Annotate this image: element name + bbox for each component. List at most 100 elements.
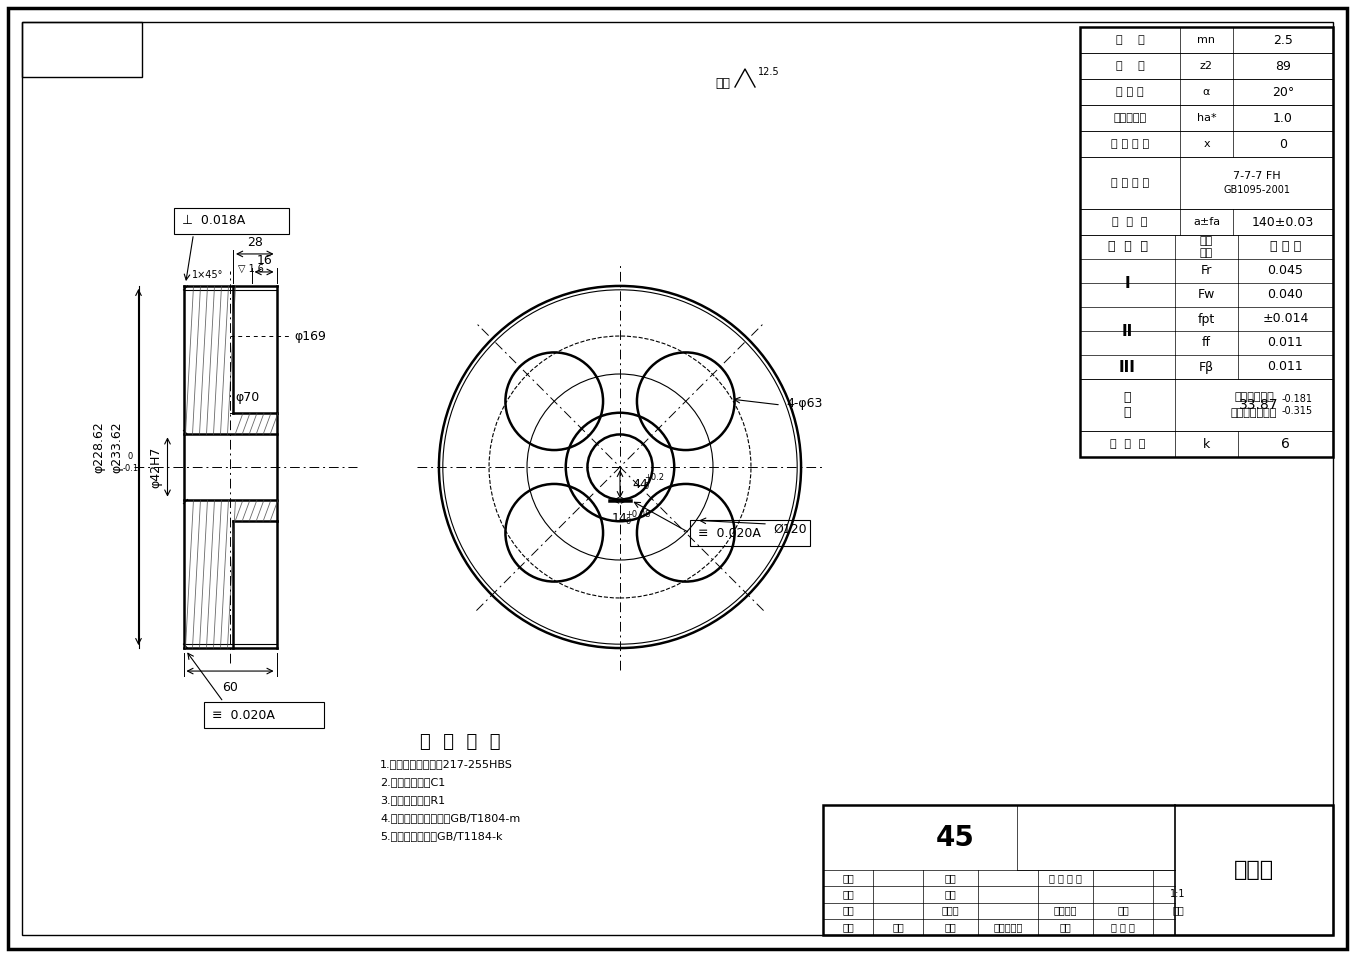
- Text: 工艺: 工艺: [841, 873, 854, 883]
- Text: Fw: Fw: [1198, 288, 1215, 301]
- Text: 齿
厚: 齿 厚: [1123, 391, 1131, 419]
- Text: 2.未注明倒角为C1: 2.未注明倒角为C1: [379, 777, 446, 787]
- Text: a±fa: a±fa: [1192, 217, 1220, 227]
- Bar: [690, 520, 810, 546]
- Text: 共 张 第 张: 共 张 第 张: [1049, 873, 1081, 883]
- Text: 齿顶高系数: 齿顶高系数: [1114, 113, 1146, 123]
- Text: 14: 14: [612, 512, 627, 525]
- Text: 6: 6: [1280, 437, 1290, 451]
- Text: 法线平均长度: 法线平均长度: [1234, 392, 1274, 402]
- Bar: [822, 805, 1333, 935]
- Text: 设计: 设计: [841, 905, 854, 916]
- Text: 0.011: 0.011: [1268, 337, 1304, 349]
- Text: 重量: 重量: [1117, 905, 1129, 916]
- Bar: [173, 208, 289, 234]
- Text: φ233.62: φ233.62: [110, 421, 123, 473]
- Text: Fr: Fr: [1201, 264, 1213, 278]
- Text: I: I: [1125, 276, 1130, 291]
- Text: 技  术  要  求: 技 术 要 求: [420, 733, 500, 751]
- Text: 变 位 系 数: 变 位 系 数: [1111, 139, 1149, 149]
- Text: 20°: 20°: [1272, 85, 1294, 99]
- Text: 1×45°: 1×45°: [191, 270, 222, 280]
- Text: 1:1: 1:1: [1171, 889, 1186, 900]
- Text: 其余: 其余: [715, 77, 730, 90]
- Text: 1.0: 1.0: [1274, 112, 1293, 124]
- Text: ±0.014: ±0.014: [1263, 313, 1309, 325]
- Text: ▽ 1.6: ▽ 1.6: [238, 264, 264, 274]
- Text: 60: 60: [222, 681, 238, 694]
- Bar: [22, 22, 142, 77]
- Text: ⊥  0.018A: ⊥ 0.018A: [182, 214, 245, 228]
- Text: 公 差 値: 公 差 値: [1270, 240, 1301, 254]
- Bar: [1080, 27, 1333, 457]
- Text: 3.未注明圆角为R1: 3.未注明圆角为R1: [379, 795, 446, 805]
- Text: k: k: [1203, 437, 1210, 451]
- Text: 标准化: 标准化: [942, 905, 959, 916]
- Text: 公  差  组: 公 差 组: [1107, 240, 1148, 254]
- Text: 学号: 学号: [944, 889, 957, 900]
- Text: ≡  0.020A: ≡ 0.020A: [698, 526, 762, 540]
- Text: 0: 0: [644, 482, 649, 491]
- Bar: [610, 500, 631, 501]
- Text: 16: 16: [256, 254, 272, 267]
- Text: φ169: φ169: [294, 329, 327, 343]
- Text: 1.渗碳处理，硬度为217-255HBS: 1.渗碳处理，硬度为217-255HBS: [379, 759, 514, 769]
- Text: 阶段标记: 阶段标记: [1054, 905, 1077, 916]
- Text: 检测
项目: 检测 项目: [1201, 236, 1213, 257]
- Text: 0: 0: [1279, 138, 1287, 150]
- Text: α: α: [1203, 87, 1210, 97]
- Text: 7-7-7 FH: 7-7-7 FH: [1233, 171, 1280, 181]
- Text: 签名: 签名: [1060, 922, 1072, 932]
- Text: II: II: [1122, 323, 1133, 339]
- Text: 28: 28: [247, 236, 263, 249]
- Text: GB1095-2001: GB1095-2001: [1224, 185, 1290, 195]
- Text: 处数: 处数: [892, 922, 904, 932]
- Text: φ228.62: φ228.62: [92, 421, 104, 473]
- Text: 大齿轮: 大齿轮: [1234, 860, 1274, 880]
- Text: 33.87: 33.87: [1240, 398, 1279, 412]
- Text: ha*: ha*: [1196, 113, 1217, 123]
- Text: 0.011: 0.011: [1268, 361, 1304, 373]
- Text: 批准: 批准: [944, 873, 957, 883]
- Text: 0.040: 0.040: [1267, 288, 1304, 301]
- Text: φ42H7: φ42H7: [149, 446, 163, 488]
- Text: 45: 45: [935, 824, 974, 852]
- Text: III: III: [1119, 360, 1135, 374]
- Text: 5.未注形位公差按GB/T1184-k: 5.未注形位公差按GB/T1184-k: [379, 831, 503, 841]
- Text: 比例: 比例: [1172, 905, 1184, 916]
- Text: 精 度 等 级: 精 度 等 级: [1111, 178, 1149, 188]
- Text: -0.181: -0.181: [1282, 394, 1313, 404]
- Text: 140±0.03: 140±0.03: [1252, 215, 1314, 229]
- Text: 更改文件号: 更改文件号: [993, 922, 1023, 932]
- Text: x: x: [1203, 139, 1210, 149]
- Text: 0.045: 0.045: [1267, 264, 1304, 278]
- Text: 0: 0: [127, 452, 133, 461]
- Text: 44: 44: [631, 478, 648, 491]
- Text: ff: ff: [1202, 337, 1211, 349]
- Text: 审核: 审核: [841, 889, 854, 900]
- Text: 分区: 分区: [944, 922, 957, 932]
- Text: -0.1: -0.1: [122, 464, 138, 473]
- Text: 齿    数: 齿 数: [1115, 61, 1145, 71]
- Text: 0: 0: [625, 518, 630, 526]
- Text: 89: 89: [1275, 59, 1291, 73]
- Text: +0.2: +0.2: [644, 473, 664, 482]
- Text: 12.5: 12.5: [757, 67, 779, 77]
- Bar: [203, 702, 324, 728]
- Text: 年 月 日: 年 月 日: [1111, 922, 1135, 932]
- Text: -0.315: -0.315: [1282, 406, 1313, 416]
- Text: fpt: fpt: [1198, 313, 1215, 325]
- Text: 4-φ63: 4-φ63: [786, 396, 822, 410]
- Text: 齿 形 角: 齿 形 角: [1117, 87, 1144, 97]
- Text: 跨  齿  数: 跨 齿 数: [1110, 439, 1145, 449]
- Text: +0.08: +0.08: [625, 510, 650, 520]
- Text: 模    数: 模 数: [1115, 35, 1145, 45]
- Text: φ70: φ70: [234, 390, 259, 404]
- Text: 4.未注线性尺寸公差按GB/T1804-m: 4.未注线性尺寸公差按GB/T1804-m: [379, 813, 520, 823]
- Text: ≡  0.020A: ≡ 0.020A: [211, 708, 274, 722]
- Text: Ø120: Ø120: [772, 523, 806, 536]
- Text: 及其上、下偏差: 及其上、下偏差: [1230, 408, 1278, 418]
- Text: Fβ: Fβ: [1199, 361, 1214, 373]
- Text: mn: mn: [1198, 35, 1215, 45]
- Text: 标记: 标记: [841, 922, 854, 932]
